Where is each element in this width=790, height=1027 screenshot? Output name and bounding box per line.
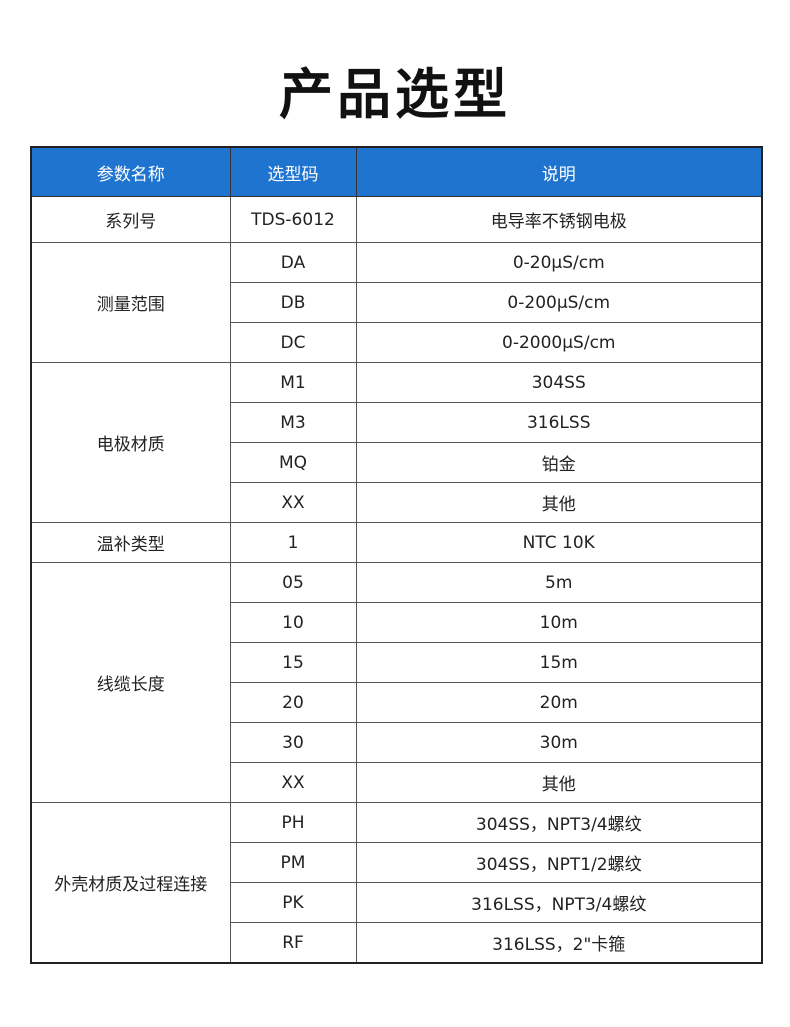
description-cell: 0-200μS/cm (355, 282, 763, 323)
header-code: 选型码 (229, 146, 357, 197)
table-row: PK 316LSS，NPT3/4螺纹 (31, 882, 763, 923)
description-cell: 20m (355, 682, 763, 723)
code-cell: 30 (229, 722, 357, 763)
code-cell: XX (229, 762, 357, 803)
header-param-name: 参数名称 (30, 146, 231, 197)
code-cell: 15 (229, 642, 357, 683)
table-row: MQ 铂金 (31, 442, 763, 483)
table-row: 15 15m (31, 642, 763, 683)
description-cell: 316LSS，2"卡箍 (355, 922, 763, 964)
description-cell: 其他 (355, 762, 763, 803)
param-name-cell: 电极材质 (30, 362, 231, 523)
code-cell: PH (229, 802, 357, 843)
description-cell: 30m (355, 722, 763, 763)
table-row: 20 20m (31, 682, 763, 723)
param-name-cell: 系列号 (30, 196, 231, 243)
table-row: PM 304SS，NPT1/2螺纹 (31, 842, 763, 883)
table-row: 电极材质 M1 304SS (30, 362, 763, 523)
description-cell: 其他 (355, 482, 763, 523)
description-cell: 0-20μS/cm (355, 242, 763, 283)
code-cell: 1 (229, 522, 357, 563)
code-cell: DA (229, 242, 357, 283)
code-cell: RF (229, 922, 357, 964)
header-description: 说明 (355, 146, 763, 197)
description-cell: NTC 10K (355, 522, 763, 563)
table-row: 线缆长度 05 5m (30, 562, 763, 803)
code-cell: PK (229, 882, 357, 923)
code-cell: M1 (229, 362, 357, 403)
description-cell: 316LSS，NPT3/4螺纹 (355, 882, 763, 923)
description-cell: 10m (355, 602, 763, 643)
table-row: M3 316LSS (31, 402, 763, 443)
code-cell: 10 (229, 602, 357, 643)
description-cell: 0-2000μS/cm (355, 322, 763, 363)
code-cell: M3 (229, 402, 357, 443)
code-cell: TDS-6012 (229, 196, 357, 243)
table-row: 测量范围 DA 0-20μS/cm (30, 242, 763, 363)
page-title: 产品选型 (279, 63, 511, 126)
table-row: 10 10m (31, 602, 763, 643)
table-row: DB 0-200μS/cm (31, 282, 763, 323)
description-cell: 铂金 (355, 442, 763, 483)
description-cell: 15m (355, 642, 763, 683)
table-row: 温补类型 1 NTC 10K (30, 522, 763, 563)
param-name-cell: 线缆长度 (30, 562, 231, 803)
code-cell: DB (229, 282, 357, 323)
code-cell: PM (229, 842, 357, 883)
description-cell: 304SS，NPT1/2螺纹 (355, 842, 763, 883)
table-row: RF 316LSS，2"卡箍 (31, 922, 763, 964)
table-row: 外壳材质及过程连接 PH 304SS，NPT3/4螺纹 (30, 802, 763, 964)
description-cell: 304SS (355, 362, 763, 403)
param-name-cell: 测量范围 (30, 242, 231, 363)
code-cell: MQ (229, 442, 357, 483)
param-name-cell: 温补类型 (30, 522, 231, 563)
description-cell: 316LSS (355, 402, 763, 443)
code-cell: 05 (229, 562, 357, 603)
code-cell: 20 (229, 682, 357, 723)
table-row: XX 其他 (31, 482, 763, 523)
table-row: DC 0-2000μS/cm (31, 322, 763, 363)
selection-table: 参数名称 选型码 说明 系列号 TDS-6012 电导率不锈钢电极 测量范围 DA 0-2… (30, 146, 763, 964)
param-name-cell: 外壳材质及过程连接 (30, 802, 231, 964)
description-cell: 5m (355, 562, 763, 603)
table-row: XX 其他 (31, 762, 763, 803)
code-cell: XX (229, 482, 357, 523)
code-cell: DC (229, 322, 357, 363)
table-row: 系列号 TDS-6012 电导率不锈钢电极 (30, 196, 763, 243)
description-cell: 电导率不锈钢电极 (355, 196, 763, 243)
table-header: 参数名称 选型码 说明 (30, 146, 763, 197)
description-cell: 304SS，NPT3/4螺纹 (355, 802, 763, 843)
